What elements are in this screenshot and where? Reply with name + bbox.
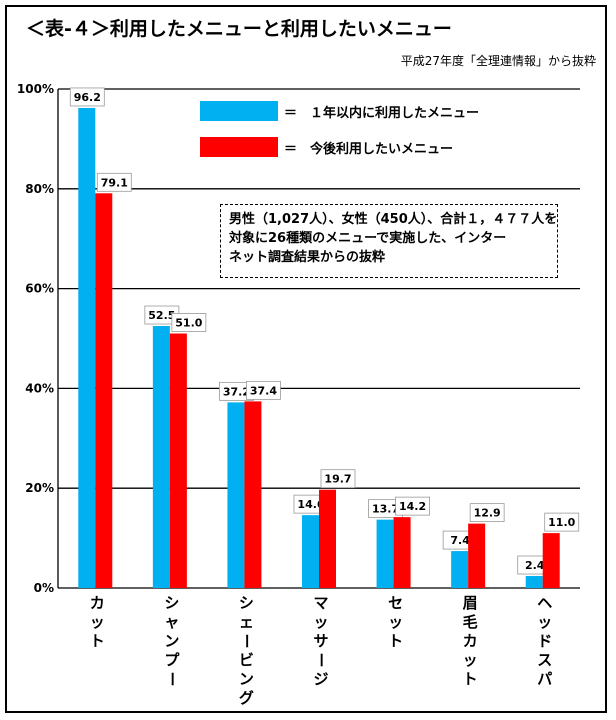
- data-label: 19.7: [324, 473, 351, 486]
- y-tick-label: 80%: [25, 182, 54, 196]
- category-label-char: ー: [237, 633, 255, 648]
- data-label: 7.4: [450, 534, 470, 547]
- category-label-char: ッ: [90, 613, 105, 631]
- category-label-char: ャ: [164, 613, 179, 631]
- bar: [525, 576, 543, 588]
- legend: ＝ １年以内に利用したメニュー ＝ 今後利用したいメニュー: [200, 100, 479, 172]
- category-label-char: シ: [164, 594, 179, 612]
- category-label-char: ト: [90, 632, 105, 650]
- data-label-box: [246, 380, 281, 400]
- category-label-char: ヘ: [537, 594, 552, 612]
- data-label-box: [171, 313, 207, 332]
- category-label-char: 毛: [463, 613, 478, 631]
- category-label-char: ビ: [239, 651, 254, 669]
- bar: [169, 333, 187, 588]
- data-label: 37.2: [223, 385, 250, 398]
- category-label-char: カ: [463, 632, 478, 650]
- bar: [78, 107, 96, 588]
- category-label-char: ド: [537, 632, 552, 650]
- category-label-char: シ: [239, 594, 254, 612]
- category-label-char: ン: [164, 632, 179, 650]
- note-line-3: ネット調査結果からの抜粋: [229, 250, 386, 265]
- category-label-char: ト: [388, 632, 403, 650]
- data-label: 12.9: [474, 507, 501, 520]
- note-line-1: 男性（1,027人）、女性（450人）、合計１，４７７人を: [229, 212, 558, 227]
- data-label-box: [96, 172, 132, 192]
- data-label: 79.1: [101, 176, 128, 189]
- bar: [376, 519, 394, 588]
- bar: [542, 533, 560, 588]
- data-label: 51.0: [175, 317, 202, 330]
- category-label-char: ッ: [313, 613, 328, 631]
- category-label-char: グ: [239, 689, 254, 707]
- legend-entry-series-1: ＝ １年以内に利用したメニュー: [200, 100, 479, 122]
- category-label-char: ジ: [313, 670, 328, 688]
- category-label-char: ト: [463, 670, 478, 688]
- legend-swatch-series-1: [200, 101, 278, 121]
- bar: [152, 326, 170, 588]
- note-line-2: 対象に26種類のメニューで実施した、インター: [229, 231, 507, 246]
- category-label-char: ッ: [537, 613, 552, 631]
- category-label-char: ッ: [388, 613, 403, 631]
- category-label-char: ー: [163, 671, 181, 686]
- data-label: 11.0: [548, 516, 575, 529]
- category-label-char: ン: [239, 670, 254, 688]
- chart-source: 平成27年度「全理連情報」から抜粋: [400, 54, 596, 68]
- bar: [319, 489, 336, 588]
- category-label-char: セ: [388, 594, 403, 612]
- legend-label-series-2: ＝ 今後利用したいメニュー: [284, 141, 454, 157]
- chart-title: ＜表-４＞利用したメニューと利用したいメニュー: [26, 18, 452, 40]
- data-label: 14.6: [297, 498, 324, 511]
- category-label-char: ッ: [463, 651, 478, 669]
- bar: [95, 193, 113, 588]
- category-label-char: パ: [537, 670, 552, 688]
- legend-label-series-1: ＝ １年以内に利用したメニュー: [284, 105, 480, 121]
- category-label-char: マ: [313, 594, 328, 612]
- bar: [244, 401, 262, 588]
- legend-swatch-series-2: [200, 137, 278, 157]
- category-label-char: プ: [164, 651, 180, 669]
- category-label-char: ェ: [239, 613, 254, 631]
- data-label: 96.2: [74, 91, 101, 104]
- bar: [451, 551, 469, 588]
- data-label: 14.2: [399, 500, 426, 513]
- bar: [393, 517, 411, 588]
- legend-entry-series-2: ＝ 今後利用したいメニュー: [200, 136, 479, 158]
- y-tick-label: 40%: [25, 381, 54, 395]
- data-label: 52.5: [148, 309, 175, 322]
- y-tick-label: 100%: [17, 82, 54, 96]
- data-label: 13.7: [372, 503, 399, 516]
- category-label-char: 眉: [463, 594, 478, 612]
- y-tick-label: 0%: [34, 581, 54, 595]
- category-label-char: ー: [312, 652, 330, 667]
- data-label-box: [469, 503, 505, 523]
- data-label-box: [320, 469, 356, 489]
- bar: [227, 402, 245, 588]
- data-label: 37.4: [250, 384, 277, 397]
- chart-frame: [5, 5, 607, 713]
- y-tick-label: 20%: [25, 481, 54, 495]
- bar: [468, 523, 486, 588]
- data-label-box: [544, 512, 580, 532]
- category-label-char: サ: [313, 632, 328, 650]
- survey-note: 男性（1,027人）、女性（450人）、合計１，４７７人を 対象に26種類のメニ…: [220, 204, 558, 278]
- bar: [302, 515, 319, 588]
- category-label-char: ス: [537, 651, 552, 669]
- y-tick-label: 60%: [25, 282, 54, 296]
- data-label: 2.4: [525, 559, 545, 572]
- data-label-box: [69, 87, 105, 107]
- data-label-box: [395, 496, 430, 516]
- category-label-char: カ: [90, 594, 105, 612]
